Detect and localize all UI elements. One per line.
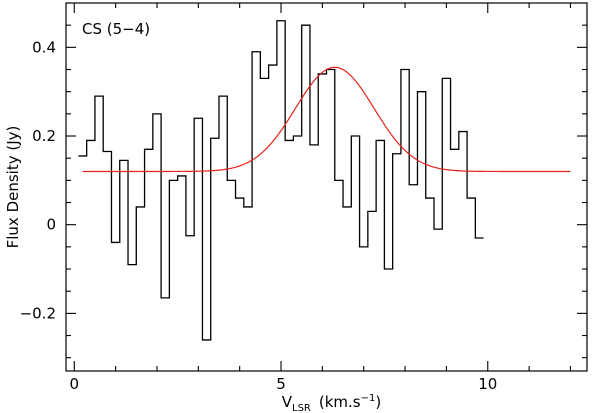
x-axis-label-main: V [282, 393, 293, 411]
y-tick-label: 0 [46, 216, 56, 234]
x-axis-label-close: ) [375, 393, 381, 411]
y-tick-label: 0.4 [32, 38, 56, 56]
x-tick-label: 0 [69, 375, 79, 393]
observed-spectrum-step-line [78, 20, 484, 341]
axes-frame [65, 2, 588, 372]
gaussian-fit-line [82, 66, 571, 173]
x-tick-label: 5 [276, 375, 286, 393]
y-tick-label: −0.2 [20, 304, 56, 322]
x-axis-label: VLSR (km.s−1) [282, 393, 381, 413]
y-axis-label: Flux Density (Jy) [4, 126, 22, 249]
x-axis-label-exponent: −1 [361, 393, 376, 404]
spectral-line-annotation: CS (5−4) [82, 20, 150, 38]
x-tick-label: 10 [478, 375, 497, 393]
y-tick-label: 0.2 [32, 127, 56, 145]
x-axis-label-subscript: LSR [292, 403, 311, 413]
axes: 0 5 10 −0.2 0 0.2 0.4 [20, 2, 588, 393]
plot-area [78, 20, 571, 341]
x-axis-label-units: (km.s [319, 393, 361, 411]
